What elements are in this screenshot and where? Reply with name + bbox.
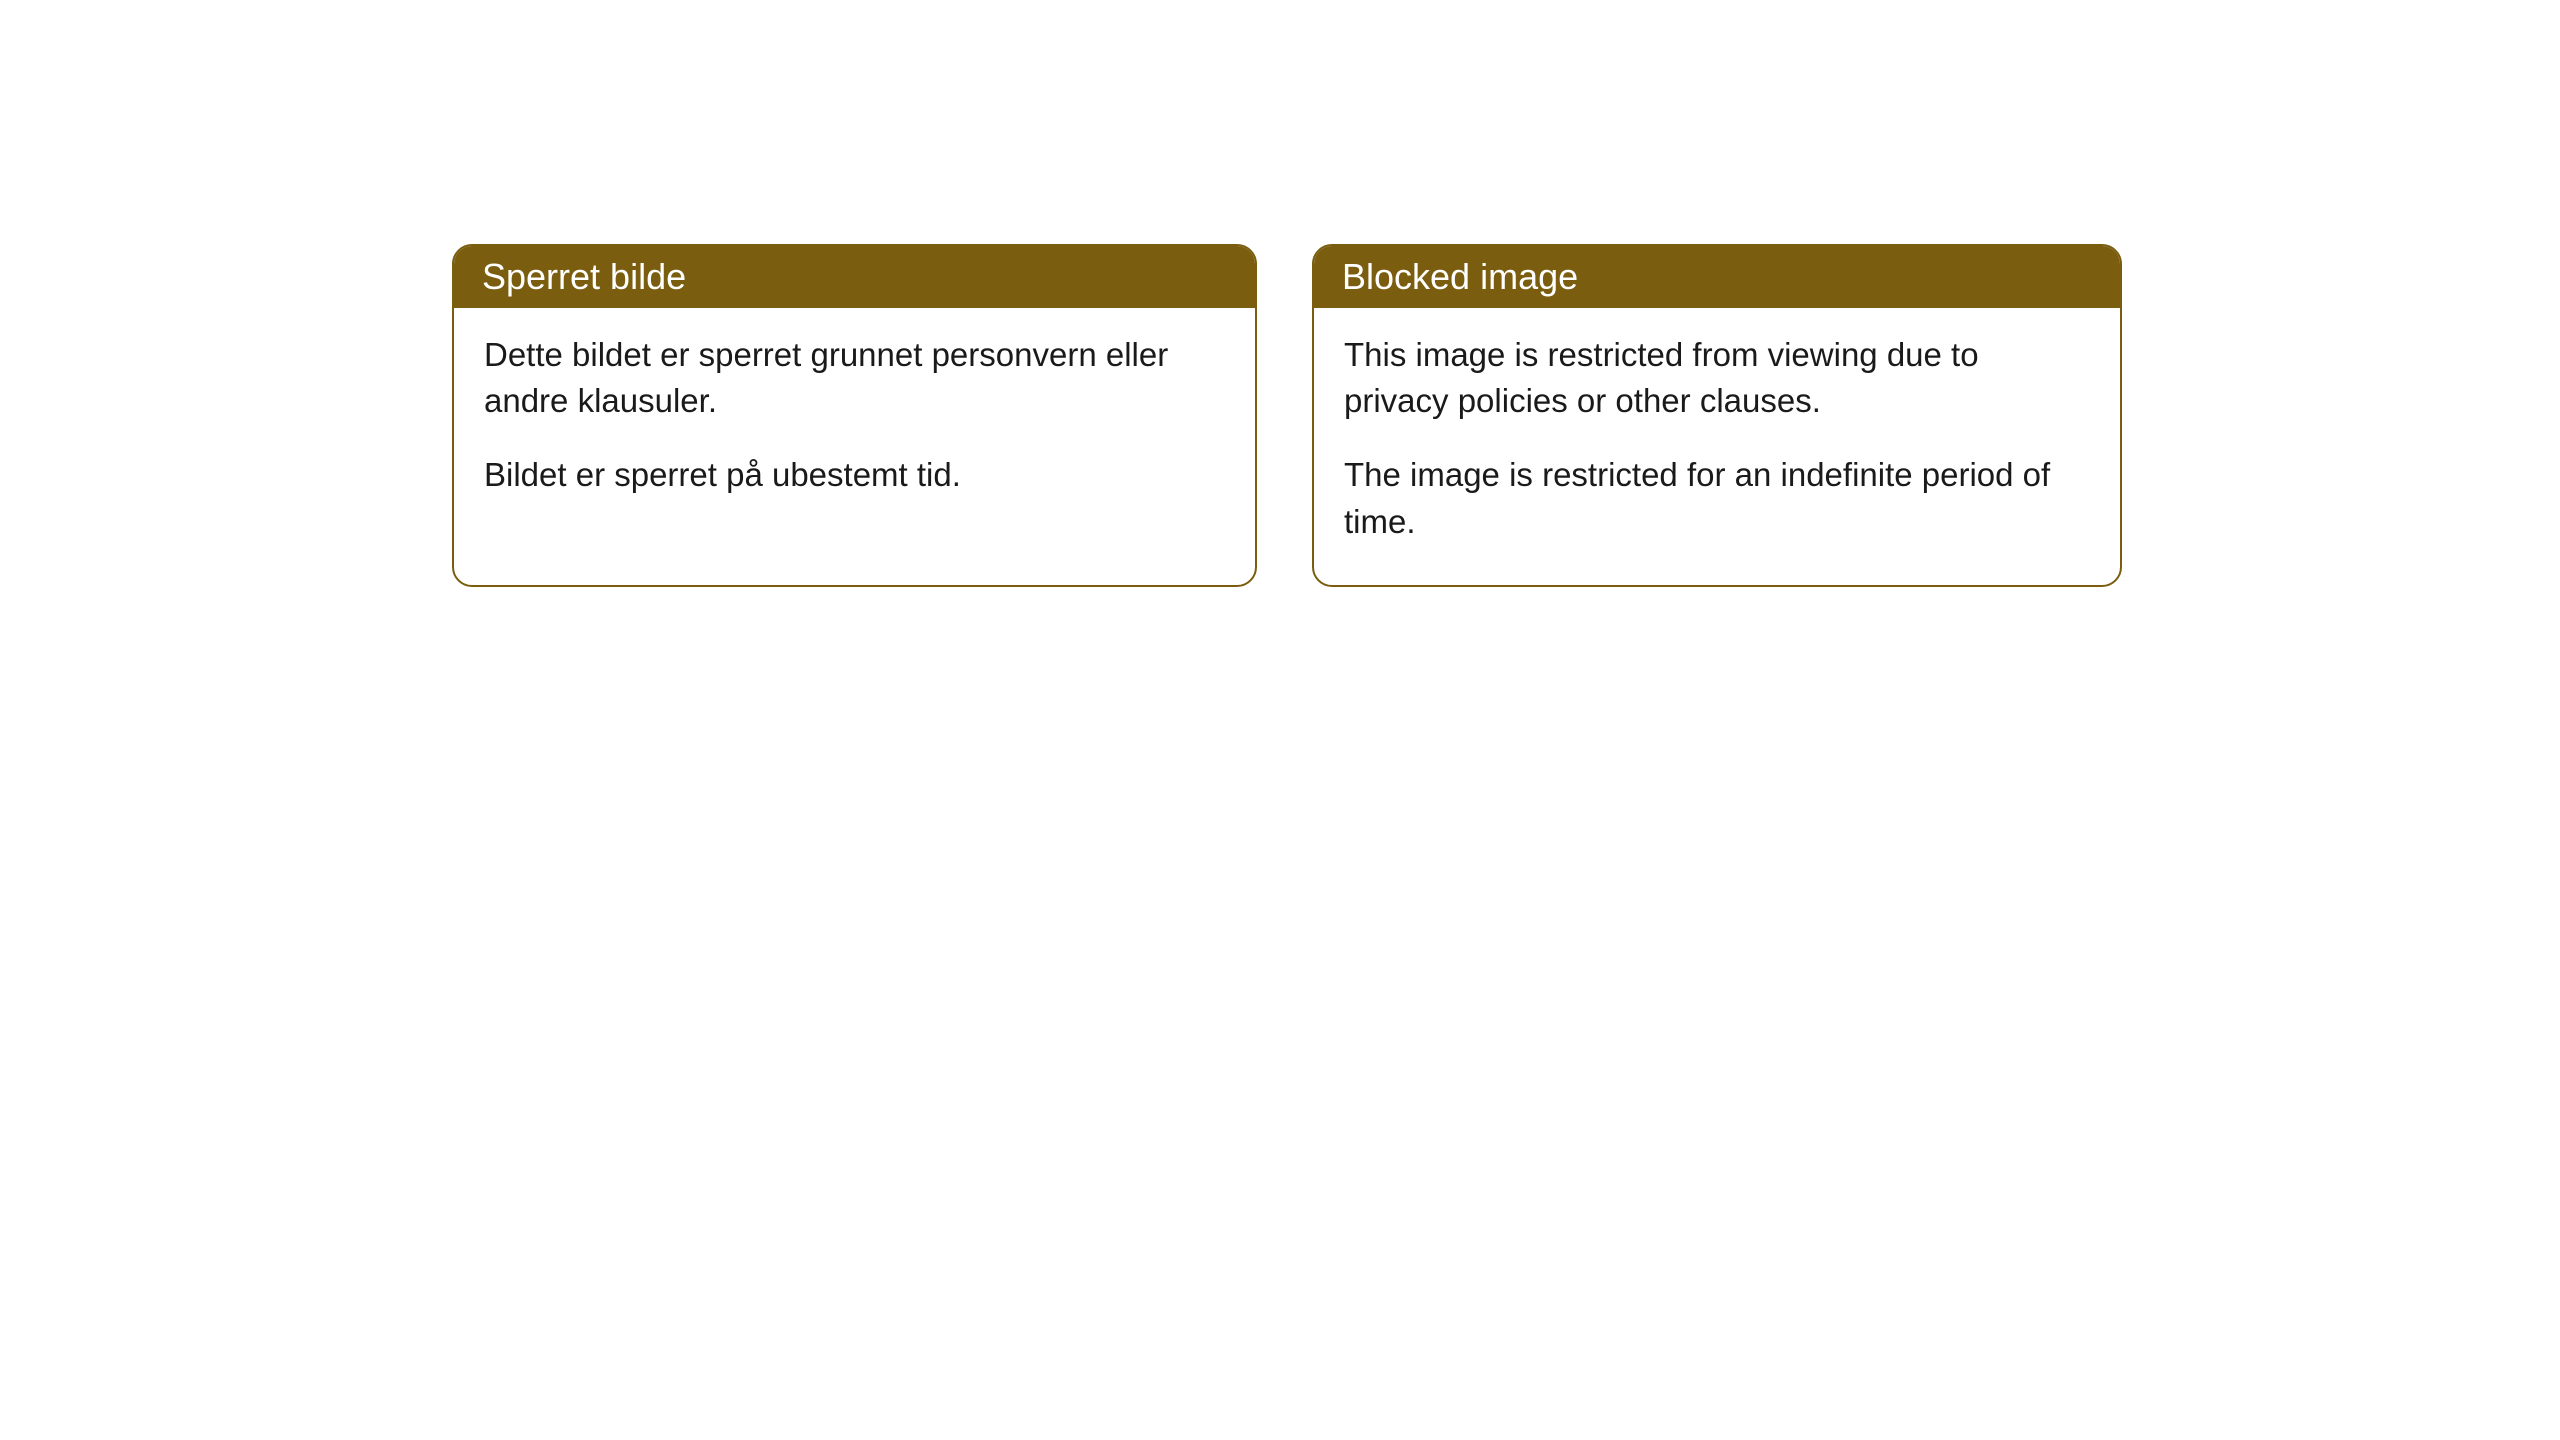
card-paragraph-2-norwegian: Bildet er sperret på ubestemt tid. <box>484 452 1225 498</box>
card-title-english: Blocked image <box>1342 256 1578 297</box>
card-header-english: Blocked image <box>1314 246 2120 308</box>
card-header-norwegian: Sperret bilde <box>454 246 1255 308</box>
card-body-english: This image is restricted from viewing du… <box>1314 308 2120 585</box>
card-paragraph-1-english: This image is restricted from viewing du… <box>1344 332 2090 424</box>
notice-container: Sperret bilde Dette bildet er sperret gr… <box>452 244 2122 587</box>
blocked-image-card-norwegian: Sperret bilde Dette bildet er sperret gr… <box>452 244 1257 587</box>
card-paragraph-2-english: The image is restricted for an indefinit… <box>1344 452 2090 544</box>
card-body-norwegian: Dette bildet er sperret grunnet personve… <box>454 308 1255 539</box>
blocked-image-card-english: Blocked image This image is restricted f… <box>1312 244 2122 587</box>
card-title-norwegian: Sperret bilde <box>482 256 686 297</box>
card-paragraph-1-norwegian: Dette bildet er sperret grunnet personve… <box>484 332 1225 424</box>
